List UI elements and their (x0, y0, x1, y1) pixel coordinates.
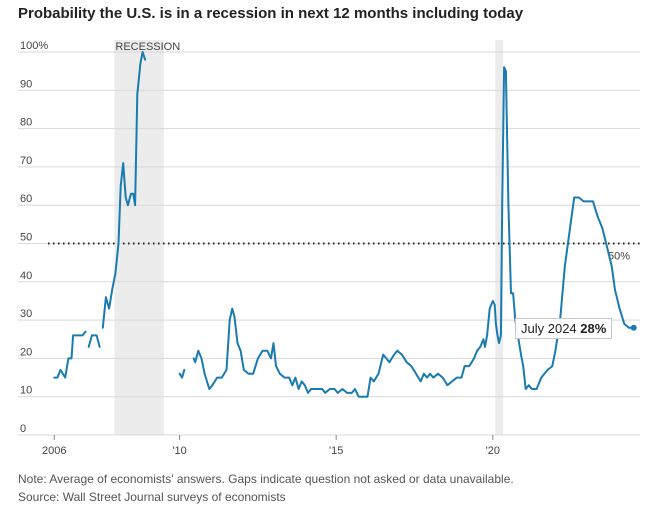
y-tick-label-30: 30 (20, 308, 32, 320)
tooltip-value: 28% (580, 321, 607, 336)
y-tick-label-10: 10 (20, 385, 32, 397)
latest-point (630, 324, 637, 331)
recession-probability-chart: RECESSION 0 10 20 30 40 50 60 70 80 90 100% 2006 '10 '… (18, 40, 640, 457)
recession-band-0 (114, 40, 164, 435)
chart-note: Note: Average of economists' answers. Ga… (18, 472, 514, 486)
series-segment-4 (192, 66, 635, 398)
chart-title: Probability the U.S. is in a recession i… (18, 5, 524, 22)
series-segment-2 (101, 51, 147, 329)
x-tick-label-2015: '15 (329, 445, 343, 457)
y-tick-label-80: 80 (20, 117, 32, 129)
y-tick-label-60: 60 (20, 193, 32, 205)
recession-band-1 (495, 40, 504, 435)
series-segment-0 (53, 330, 87, 379)
threshold-label: 50% (608, 251, 630, 263)
series-segment-1 (87, 334, 101, 348)
x-tick-label-2020: '20 (486, 445, 500, 457)
recession-label: RECESSION (115, 41, 180, 53)
chart-source: Source: Wall Street Journal surveys of e… (18, 490, 286, 504)
tooltip-label: July 2024 (521, 321, 577, 336)
y-tick-label-0: 0 (20, 423, 26, 435)
x-tick-label-2010: '10 (172, 445, 186, 457)
y-tick-label-70: 70 (20, 155, 32, 167)
tooltip-latest-value: July 2024 28% (515, 318, 613, 339)
y-tick-label-20: 20 (20, 346, 32, 358)
y-tick-label-90: 90 (20, 78, 32, 90)
series-segment-3 (178, 368, 186, 379)
y-tick-label-40: 40 (20, 270, 32, 282)
x-tick-label-2006: 2006 (42, 445, 66, 457)
y-tick-label-100: 100% (20, 40, 48, 52)
y-tick-label-50: 50 (20, 232, 32, 244)
